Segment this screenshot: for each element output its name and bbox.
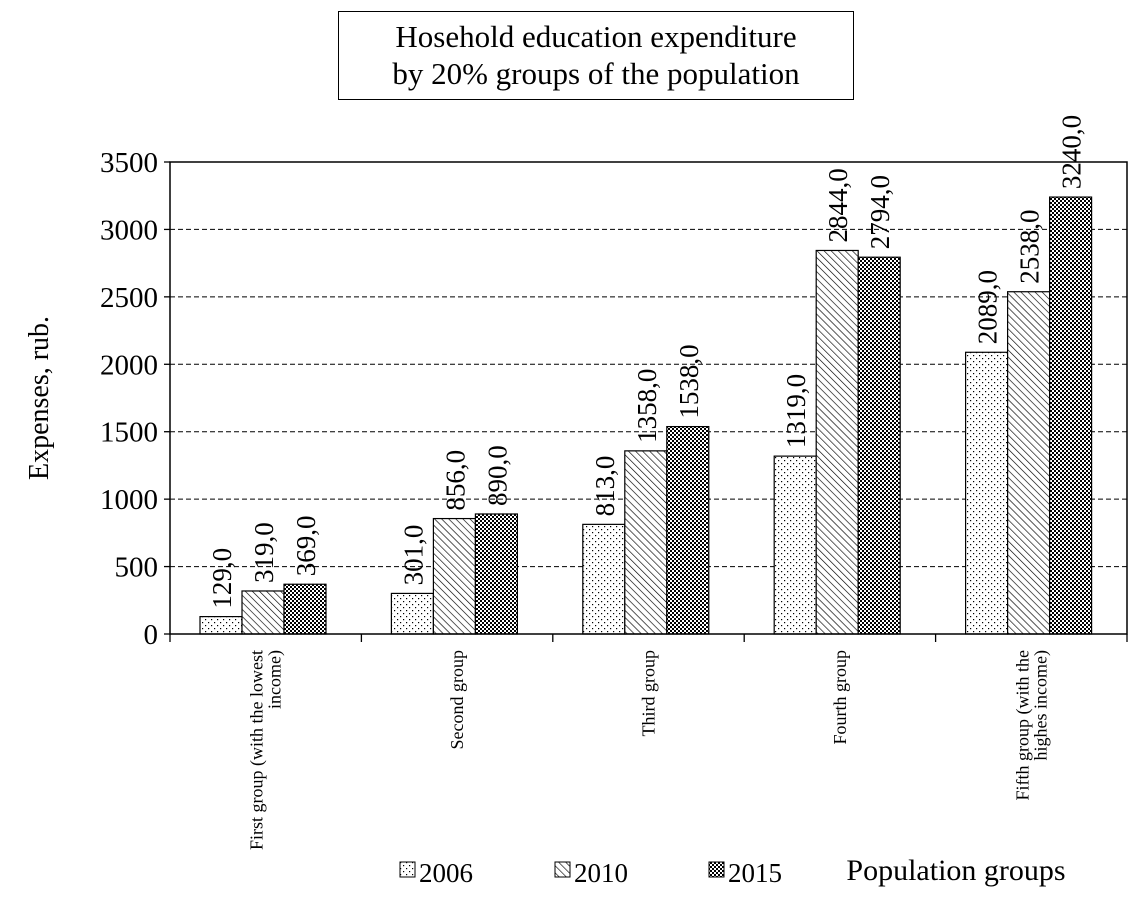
bar (857, 256, 901, 635)
y-tick-label: 0 (144, 619, 159, 651)
x-category-label: Fourth group (830, 650, 850, 745)
y-tick-label: 1500 (100, 417, 158, 449)
bar (773, 455, 817, 635)
legend-swatch (554, 861, 571, 878)
data-label: 856,0 (440, 450, 470, 511)
bar (199, 616, 243, 635)
data-label: 813,0 (590, 456, 620, 517)
label-layer: 129,0 301,0 813,0 1319,0 2089,0 319,0 856,0 135… (24, 115, 1087, 887)
bar (666, 425, 710, 635)
data-label: 1358,0 (632, 369, 662, 443)
y-tick-label: 500 (115, 552, 159, 584)
plot-frame (169, 161, 1128, 635)
x-category-label: Fifth group (with the (1012, 650, 1033, 801)
data-label: 2844,0 (823, 168, 853, 242)
data-label: 369,0 (291, 515, 321, 576)
data-label: 1319,0 (781, 374, 811, 448)
legend-layer: 2006 2010 2015 (399, 858, 782, 888)
bar (815, 249, 859, 635)
chart-title: Hosehold education expenditure by 20% gr… (338, 11, 854, 100)
data-label: 319,0 (249, 522, 279, 583)
data-label: 890,0 (482, 445, 512, 506)
data-label: 2089,0 (973, 270, 1003, 344)
bar (964, 351, 1009, 635)
x-category-label: income) (265, 650, 286, 709)
data-label: 2794,0 (865, 175, 895, 249)
x-category-label: Third group (639, 650, 659, 736)
x-axis-title: Population groups (846, 854, 1065, 887)
legend-swatch (708, 861, 725, 878)
bar (624, 450, 668, 635)
legend-label: 2010 (574, 858, 628, 888)
y-tick-label: 3000 (100, 214, 158, 246)
bar (1006, 291, 1051, 635)
y-tick-label: 2500 (100, 282, 158, 314)
legend-label: 2006 (419, 858, 473, 888)
bar (241, 590, 285, 635)
data-label: 129,0 (207, 548, 237, 609)
y-tick-label: 3500 (100, 147, 158, 179)
y-tick-label: 1000 (100, 484, 158, 516)
bar-layer (199, 196, 1093, 635)
y-tick-label: 2000 (100, 349, 158, 381)
chart-title-line-2: by 20% groups of the population (392, 56, 800, 91)
bar (1048, 196, 1093, 635)
data-label: 301,0 (398, 525, 428, 586)
y-axis-title: Expenses, rub. (24, 316, 55, 480)
bar (390, 592, 434, 635)
x-category-label: Second group (447, 650, 467, 749)
data-label: 3240,0 (1057, 115, 1087, 189)
axis-layer: 0 500 1000 1500 2000 2500 3000 3500 (100, 147, 1128, 651)
data-label: 1538,0 (674, 344, 704, 418)
bar (474, 513, 518, 635)
x-category-label: First group (with the lowest (247, 650, 268, 850)
bar (432, 517, 476, 635)
bar (283, 583, 327, 635)
legend-label: 2015 (728, 858, 782, 888)
data-label: 2538,0 (1015, 209, 1045, 283)
legend-swatch (399, 861, 416, 878)
chart-title-line-1: Hosehold education expenditure (395, 19, 797, 54)
x-category-label: highes income) (1030, 650, 1051, 760)
bar (582, 523, 626, 635)
